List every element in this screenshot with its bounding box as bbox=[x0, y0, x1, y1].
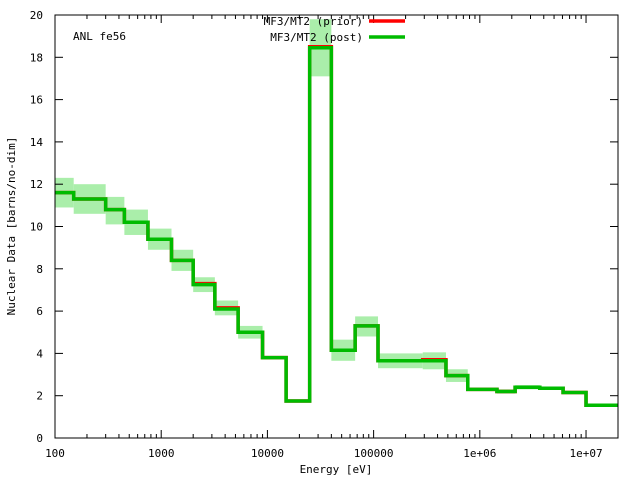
x-tick-label: 1e+06 bbox=[463, 447, 496, 460]
x-tick-label: 100000 bbox=[354, 447, 394, 460]
y-tick-label: 4 bbox=[36, 347, 43, 360]
x-tick-label: 100 bbox=[45, 447, 65, 460]
y-tick-label: 8 bbox=[36, 263, 43, 276]
plot-annotation: ANL fe56 bbox=[73, 30, 126, 43]
series-line-post bbox=[55, 46, 618, 407]
legend: MF3/MT2 (prior) MF3/MT2 (post) bbox=[264, 15, 405, 44]
x-axis-ticks: 100 1000 10000 100000 1e+06 1e+07 bbox=[45, 15, 619, 460]
x-axis-label: Energy [eV] bbox=[300, 463, 373, 476]
y-tick-label: 2 bbox=[36, 390, 43, 403]
y-tick-label: 0 bbox=[36, 432, 43, 445]
y-tick-label: 18 bbox=[30, 51, 43, 64]
y-tick-label: 20 bbox=[30, 9, 43, 22]
y-tick-label: 6 bbox=[36, 305, 43, 318]
legend-label-prior: MF3/MT2 (prior) bbox=[264, 15, 363, 28]
y-axis-ticks: 0 2 4 6 8 10 12 14 16 18 20 bbox=[30, 9, 618, 445]
x-tick-label: 10000 bbox=[251, 447, 284, 460]
y-tick-label: 16 bbox=[30, 94, 43, 107]
y-tick-label: 10 bbox=[30, 221, 43, 234]
legend-label-post: MF3/MT2 (post) bbox=[270, 31, 363, 44]
y-tick-label: 12 bbox=[30, 178, 43, 191]
y-tick-label: 14 bbox=[30, 136, 44, 149]
x-tick-label: 1e+07 bbox=[569, 447, 602, 460]
y-axis-label: Nuclear Data [barns/no-dim] bbox=[5, 137, 18, 316]
x-tick-label: 1000 bbox=[148, 447, 175, 460]
series-lines bbox=[55, 44, 618, 407]
